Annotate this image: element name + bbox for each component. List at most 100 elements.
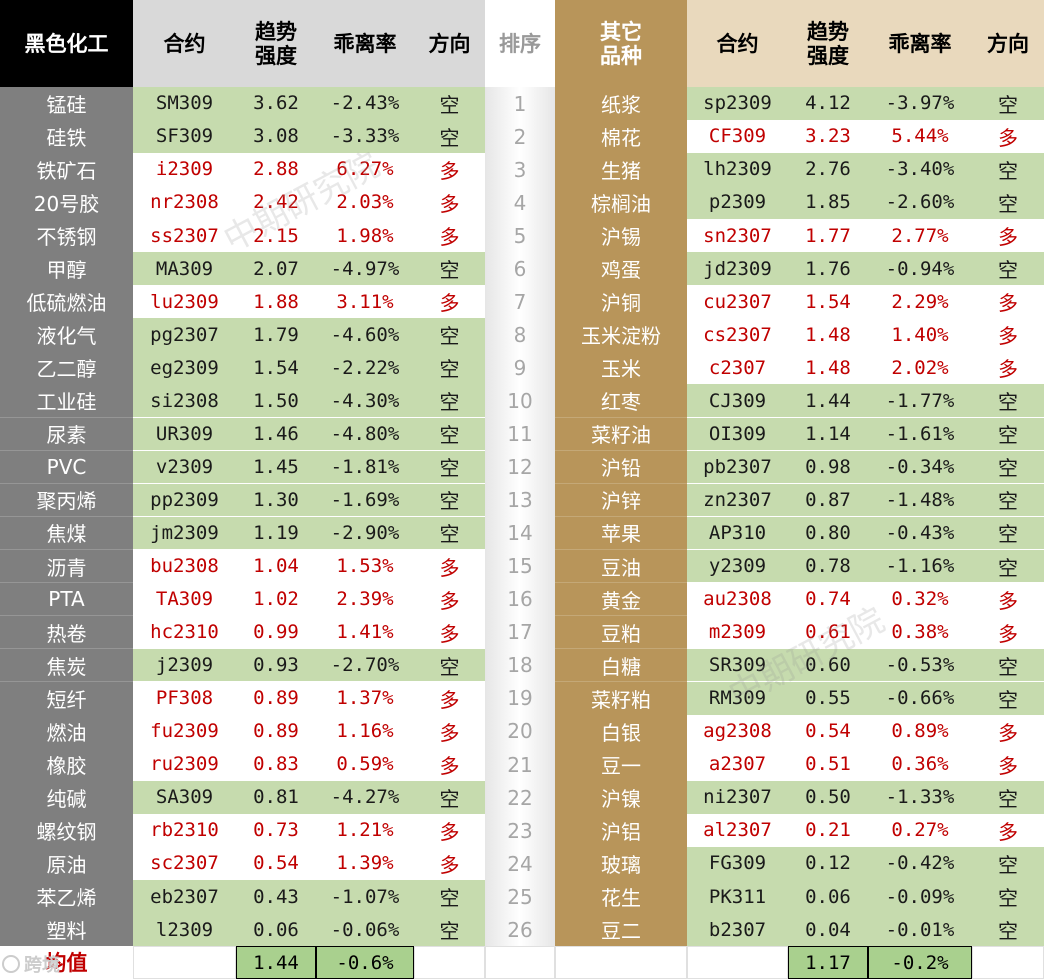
- rank-number: 11: [507, 422, 533, 447]
- left-row-name: 铁矿石: [0, 153, 133, 187]
- right-row-deviation: -2.60%: [868, 186, 972, 220]
- left-row-direction: 多: [414, 582, 485, 617]
- left-row-contract: sc2307: [133, 847, 236, 881]
- right-row-direction: 空: [972, 153, 1044, 187]
- right-row-deviation: -1.16%: [868, 549, 972, 584]
- right-contract-header: 合约: [687, 0, 788, 87]
- right-row-direction: 空: [972, 384, 1044, 419]
- rank-number: 14: [507, 521, 533, 546]
- left-row-strength: 1.88: [236, 285, 316, 319]
- rank-number: 19: [507, 686, 533, 711]
- left-row-contract: lu2309: [133, 285, 236, 319]
- rank-number: 3: [513, 157, 527, 182]
- right-row-name: 沪锌: [555, 483, 687, 518]
- left-row-name: 工业硅: [0, 384, 133, 419]
- left-row-deviation: 1.37%: [316, 681, 414, 716]
- right-row-deviation: -1.33%: [868, 781, 972, 815]
- right-row-name: 棉花: [555, 120, 687, 154]
- left-row-name: 沥青: [0, 549, 133, 584]
- left-row-strength: 1.19: [236, 516, 316, 551]
- rank-number: 18: [507, 653, 533, 678]
- rank-number: 22: [507, 785, 533, 810]
- right-row-contract: CJ309: [687, 384, 788, 419]
- left-row-contract: MA309: [133, 252, 236, 286]
- right-row-contract: y2309: [687, 549, 788, 584]
- left-strength-header: 趋势 强度: [236, 0, 316, 87]
- left-row-contract: rb2310: [133, 814, 236, 848]
- right-average-strength: 1.17: [788, 946, 868, 979]
- right-row-name: 玉米淀粉: [555, 318, 687, 352]
- right-row-name: 豆粕: [555, 615, 687, 650]
- left-row-contract: ss2307: [133, 219, 236, 253]
- right-row-deviation: -3.40%: [868, 153, 972, 187]
- rank-header: 排序: [485, 0, 555, 87]
- rank-number: 23: [507, 818, 533, 843]
- right-row-deviation: -0.53%: [868, 648, 972, 683]
- right-row-direction: 空: [972, 880, 1044, 914]
- right-row-strength: 0.54: [788, 714, 868, 749]
- rank-number: 7: [513, 289, 527, 314]
- left-row-contract: TA309: [133, 582, 236, 617]
- right-row-direction: 空: [972, 252, 1044, 286]
- right-row-deviation: -3.97%: [868, 87, 972, 121]
- left-row-name: 燃油: [0, 714, 133, 749]
- left-row-strength: 1.79: [236, 318, 316, 352]
- right-row-contract: FG309: [687, 847, 788, 881]
- right-row-strength: 1.77: [788, 219, 868, 253]
- left-row-deviation: -2.43%: [316, 87, 414, 121]
- left-row-name: 焦煤: [0, 516, 133, 551]
- right-row-contract: OI309: [687, 417, 788, 452]
- rank-number: 12: [507, 455, 533, 480]
- left-row-direction: 多: [414, 153, 485, 187]
- right-row-strength: 3.23: [788, 120, 868, 154]
- right-row-deviation: -0.34%: [868, 450, 972, 485]
- right-row-name: 玻璃: [555, 847, 687, 881]
- right-row-strength: 0.60: [788, 648, 868, 683]
- rank-number: 8: [513, 322, 527, 347]
- right-row-direction: 多: [972, 219, 1044, 253]
- right-row-deviation: 2.02%: [868, 351, 972, 386]
- right-row-direction: 空: [972, 781, 1044, 815]
- left-row-deviation: 1.39%: [316, 847, 414, 881]
- right-row-direction: 多: [972, 318, 1044, 352]
- left-row-strength: 1.54: [236, 351, 316, 386]
- logo-text: 跨境: [24, 955, 60, 976]
- left-row-name: 苯乙烯: [0, 880, 133, 914]
- right-row-contract: AP310: [687, 516, 788, 551]
- average-empty-cell: [485, 946, 555, 979]
- left-row-deviation: 3.11%: [316, 285, 414, 319]
- right-row-strength: 0.74: [788, 582, 868, 617]
- right-row-name: 花生: [555, 880, 687, 914]
- left-row-contract: SF309: [133, 120, 236, 154]
- right-row-contract: cu2307: [687, 285, 788, 319]
- right-row-contract: PK311: [687, 880, 788, 914]
- logo-icon: [2, 955, 20, 973]
- right-row-deviation: 0.32%: [868, 582, 972, 617]
- right-average-deviation: -0.2%: [868, 946, 972, 979]
- left-row-direction: 多: [414, 285, 485, 319]
- left-row-contract: nr2308: [133, 186, 236, 220]
- left-row-contract: PF308: [133, 681, 236, 716]
- left-row-contract: eg2309: [133, 351, 236, 386]
- right-row-deviation: 0.27%: [868, 814, 972, 848]
- right-row-direction: 空: [972, 549, 1044, 584]
- left-row-name: 液化气: [0, 318, 133, 352]
- left-row-direction: 空: [414, 384, 485, 419]
- left-row-deviation: -3.33%: [316, 120, 414, 154]
- left-row-name: PTA: [0, 582, 133, 617]
- left-row-direction: 空: [414, 516, 485, 551]
- right-row-name: 豆一: [555, 748, 687, 782]
- left-row-direction: 空: [414, 648, 485, 683]
- right-row-strength: 0.55: [788, 681, 868, 716]
- left-row-name: 甲醇: [0, 252, 133, 286]
- right-row-strength: 1.85: [788, 186, 868, 220]
- right-row-name: 玉米: [555, 351, 687, 386]
- right-row-strength: 2.76: [788, 153, 868, 187]
- left-row-deviation: -2.70%: [316, 648, 414, 683]
- left-row-strength: 0.54: [236, 847, 316, 881]
- right-row-name: 黄金: [555, 582, 687, 617]
- right-row-direction: 空: [972, 186, 1044, 220]
- right-row-name: 菜籽粕: [555, 681, 687, 716]
- right-strength-header: 趋势 强度: [788, 0, 868, 87]
